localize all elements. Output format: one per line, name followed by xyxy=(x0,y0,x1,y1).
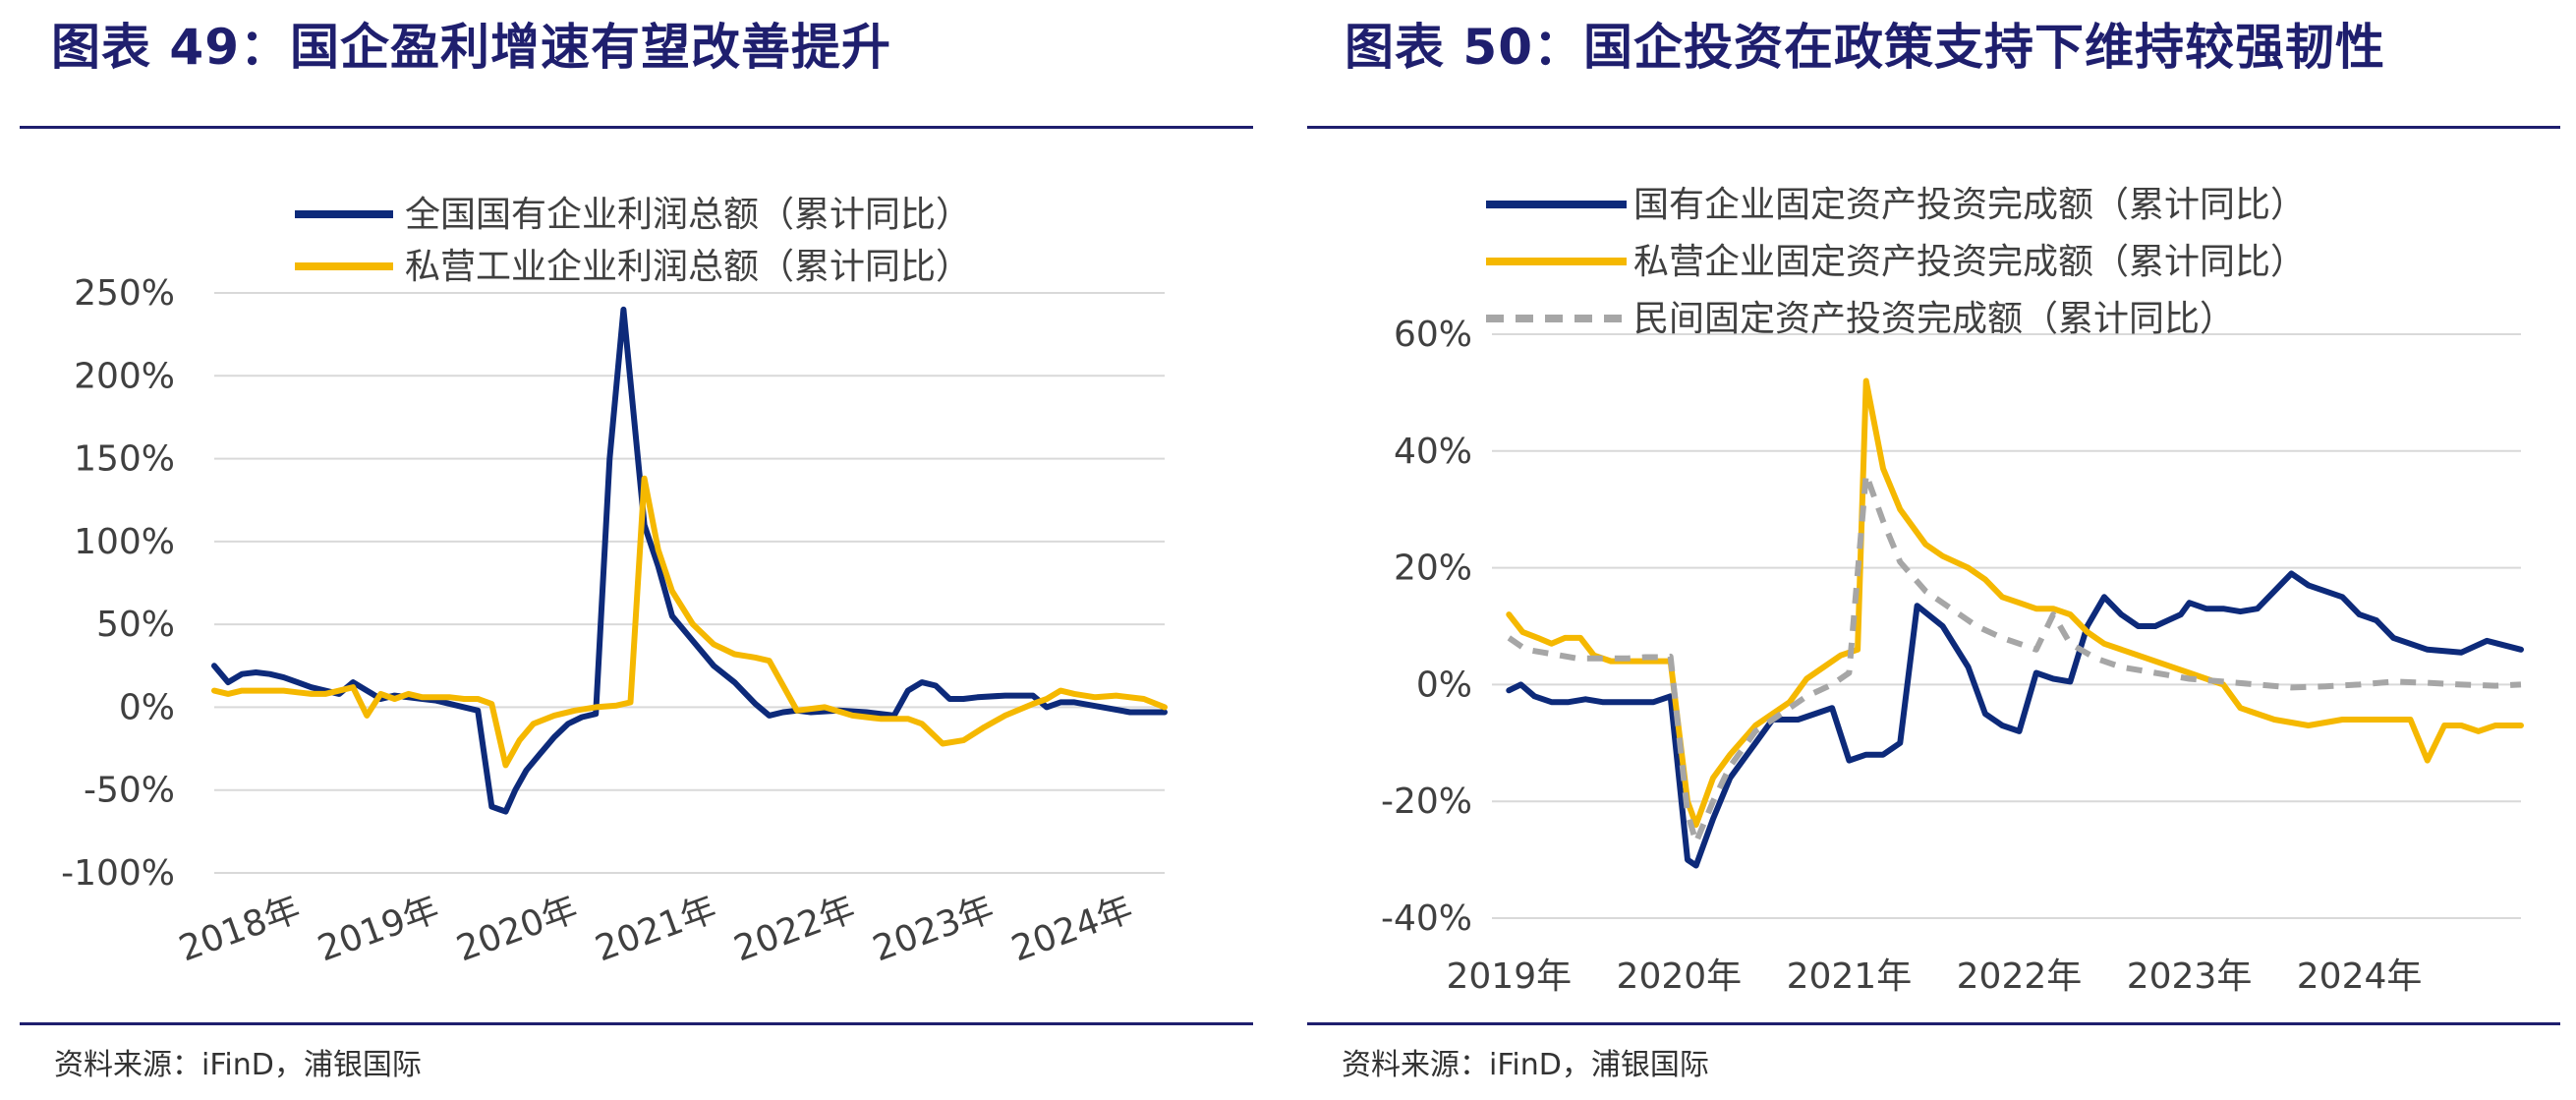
series-line-1 xyxy=(211,306,1168,815)
legend-label: 私营工业企业利润总额（累计同比） xyxy=(405,247,971,287)
x-tick-label: 2021年 xyxy=(591,889,722,969)
x-tick-label: 2024年 xyxy=(2297,956,2423,997)
right-title-divider xyxy=(1307,126,2560,129)
right-source-divider xyxy=(1307,1022,2560,1025)
y-tick-label: 250% xyxy=(74,273,175,314)
left-chart-title: 图表 49：国企盈利增速有望改善提升 xyxy=(51,19,891,76)
x-tick-label: 2018年 xyxy=(174,889,306,969)
x-tick-label: 2024年 xyxy=(1006,889,1138,969)
y-tick-label: 150% xyxy=(74,439,175,480)
left-chart-panel: 图表 49：国企盈利增速有望改善提升 250% 200% 150% 100% 50% 0%… xyxy=(0,0,1278,1100)
y-tick-label: -50% xyxy=(84,771,175,811)
y-tick-label: 100% xyxy=(74,522,175,562)
legend-label: 全国国有企业利润总额（累计同比） xyxy=(405,195,971,235)
x-tick-label: 2019年 xyxy=(313,889,444,969)
right-line-chart: 60% 40% 20% 0% -20% -40% 2019年 2020年 2021年 2022年 2… xyxy=(1381,185,2524,997)
y-tick-label: 50% xyxy=(96,605,175,645)
left-source-divider xyxy=(20,1022,1253,1025)
y-tick-label: 40% xyxy=(1394,432,1472,472)
legend-label: 私营企业固定资产投资完成额（累计同比） xyxy=(1633,242,2306,282)
legend-label: 国有企业固定资产投资完成额（累计同比） xyxy=(1633,185,2306,225)
x-tick-label: 2022年 xyxy=(1957,956,2083,997)
legend-label: 民间固定资产投资完成额（累计同比） xyxy=(1633,299,2235,339)
series-line-1 xyxy=(1506,570,2524,869)
x-tick-label: 2023年 xyxy=(868,889,1000,969)
y-tick-label: 0% xyxy=(119,687,175,727)
y-tick-label: 60% xyxy=(1394,315,1472,355)
x-tick-label: 2023年 xyxy=(2127,956,2253,997)
x-tick-label: 2022年 xyxy=(729,889,861,969)
right-chart-panel: 图表 50：国企投资在政策支持下维持较强韧性 60% 40% 20% 0% -20% -4… xyxy=(1297,0,2576,1100)
x-tick-label: 2020年 xyxy=(1617,956,1743,997)
y-tick-label: 0% xyxy=(1416,665,1472,705)
left-title-divider xyxy=(20,126,1253,129)
y-tick-label: -40% xyxy=(1381,898,1472,939)
left-line-chart: 250% 200% 150% 100% 50% 0% -50% -100%2018年 2019年… xyxy=(61,195,1168,969)
x-tick-label: 2020年 xyxy=(451,889,583,969)
y-tick-label: 20% xyxy=(1394,549,1472,589)
right-source-note: 资料来源：iFinD，浦银国际 xyxy=(1342,1048,1709,1082)
x-tick-label: 2019年 xyxy=(1446,956,1572,997)
x-tick-label: 2021年 xyxy=(1787,956,1913,997)
series-line-3 xyxy=(1507,471,2522,845)
left-source-note: 资料来源：iFinD，浦银国际 xyxy=(54,1048,422,1082)
y-tick-label: 200% xyxy=(74,356,175,396)
series-line-2 xyxy=(1506,377,2524,828)
right-chart-title: 图表 50：国企投资在政策支持下维持较强韧性 xyxy=(1345,19,2385,76)
y-tick-label: -100% xyxy=(61,853,175,894)
series-line-2 xyxy=(211,475,1168,769)
y-tick-label: -20% xyxy=(1381,782,1472,822)
